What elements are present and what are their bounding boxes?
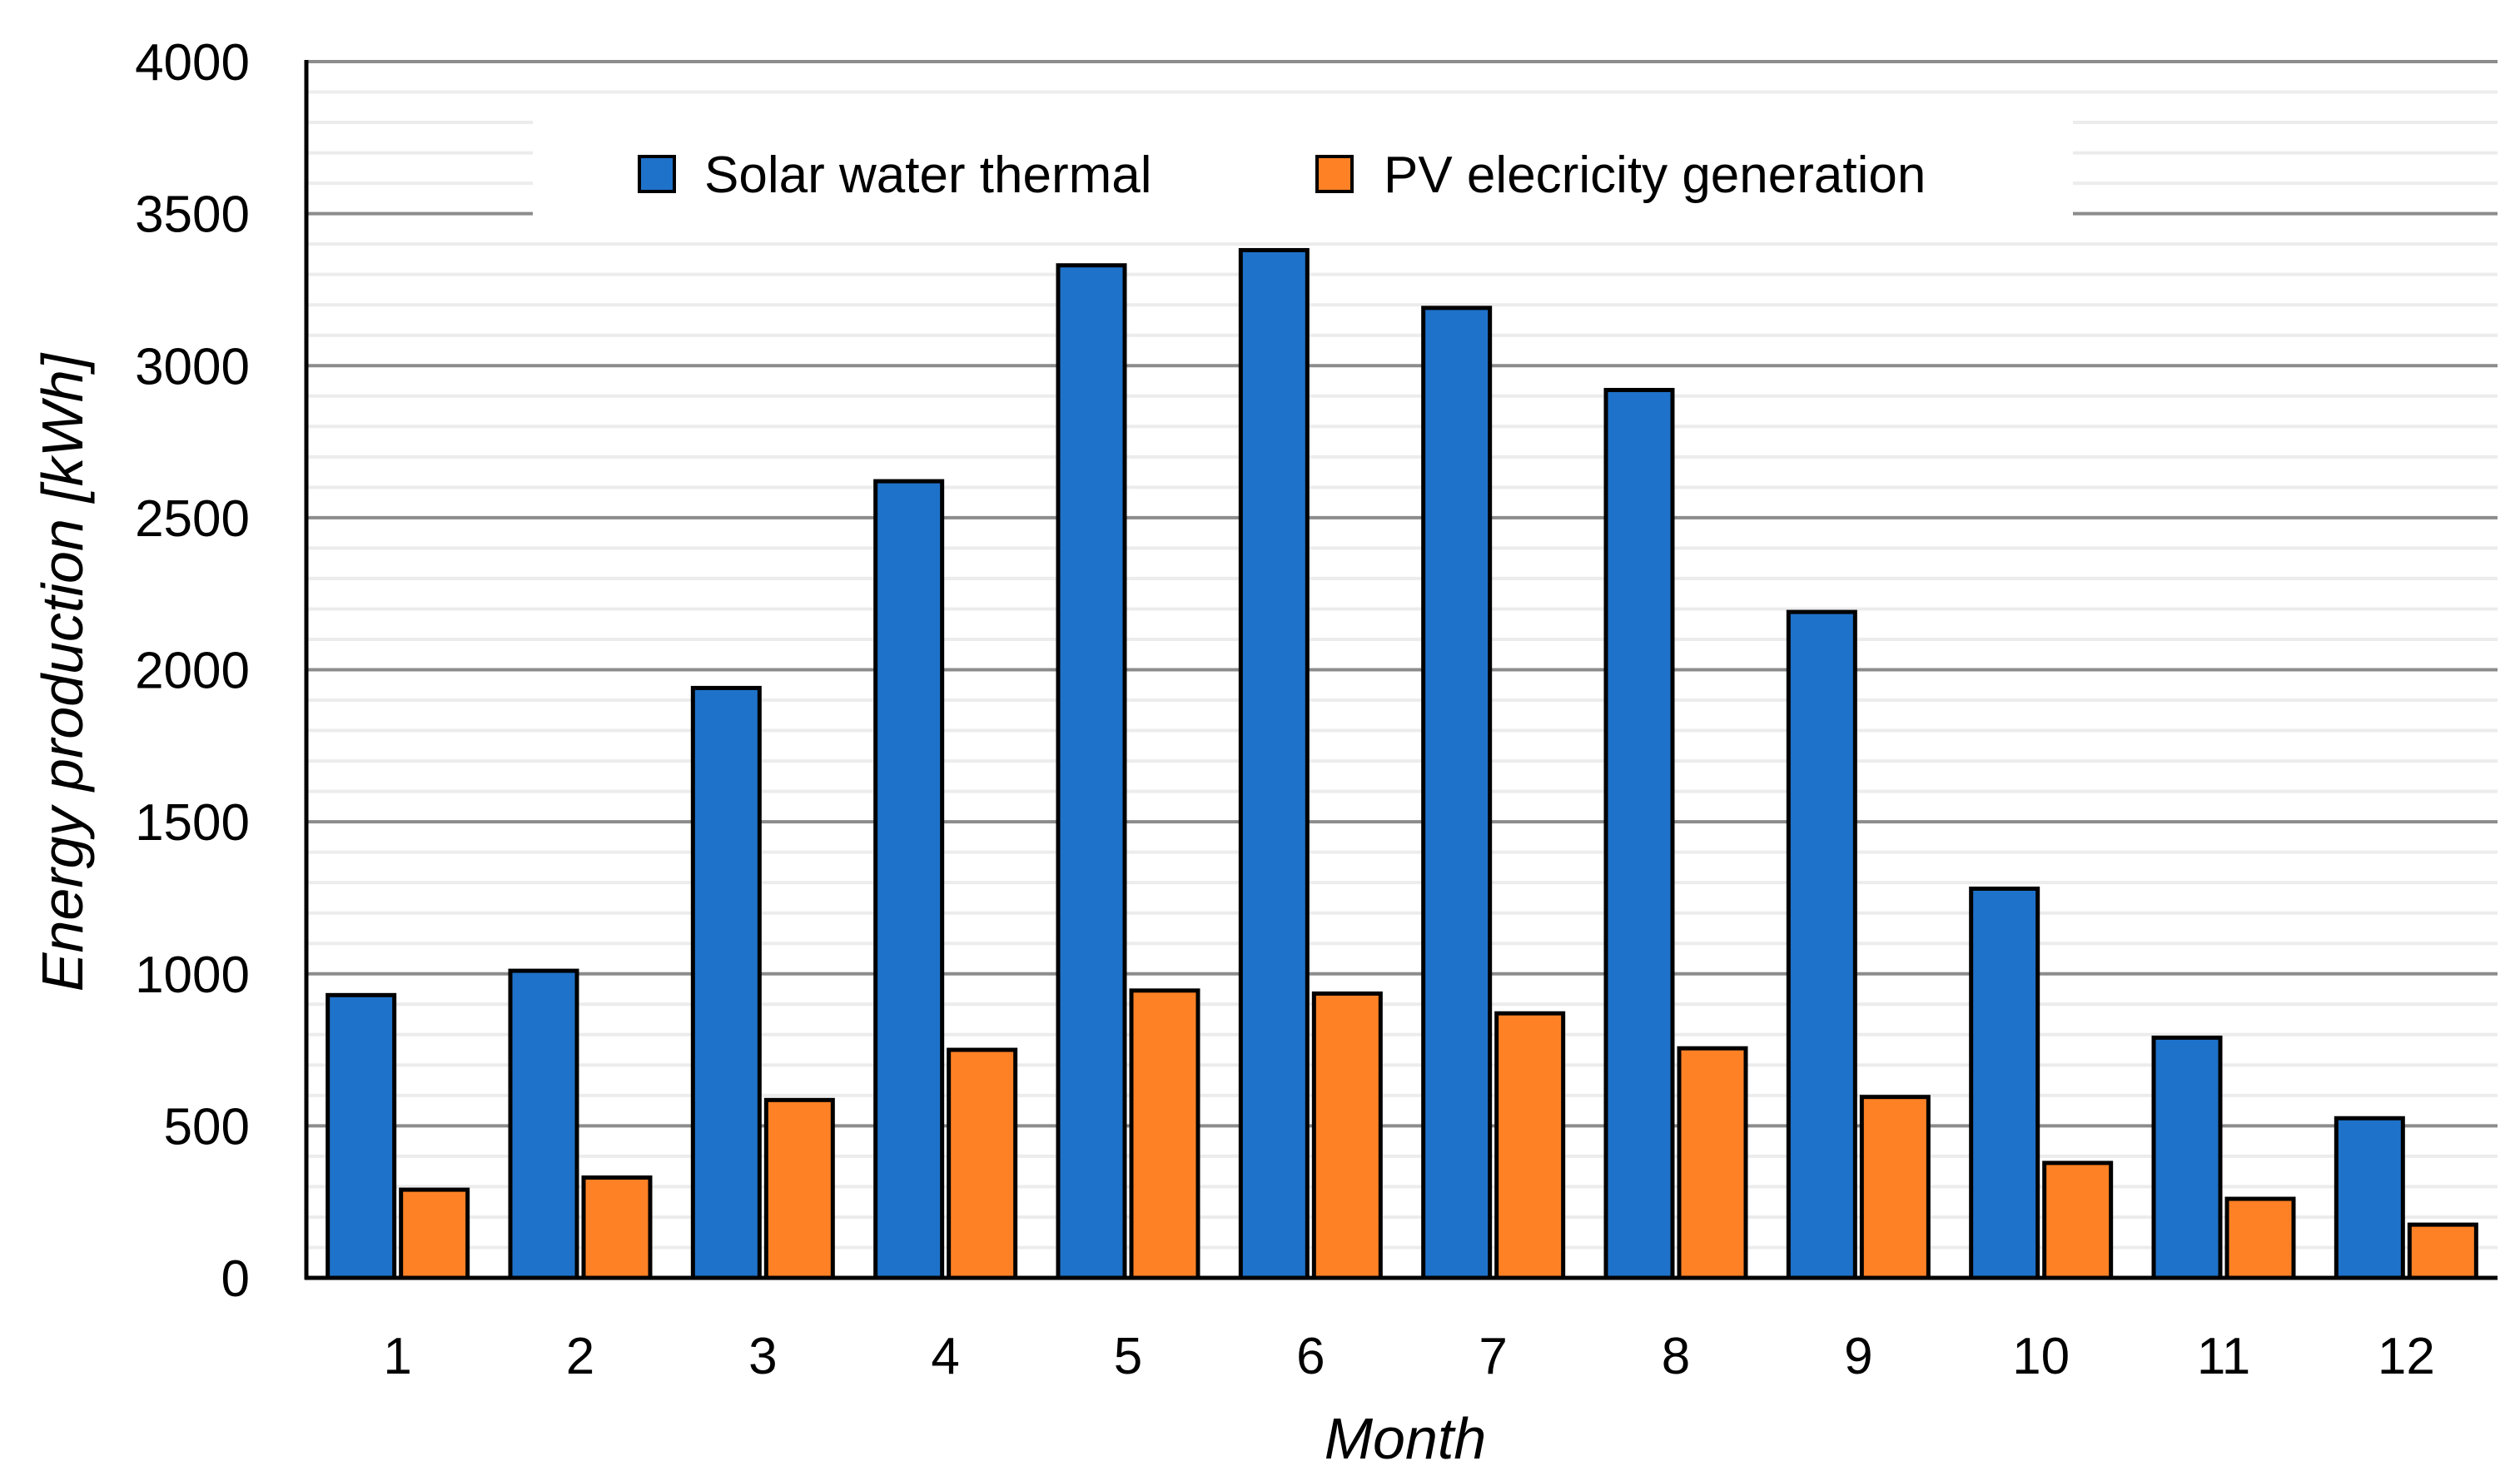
x-tick-label: 8 — [1662, 1328, 1690, 1385]
bar-series2-month-3 — [763, 1097, 835, 1280]
x-axis-title: Month — [1325, 1406, 1487, 1471]
x-tick-label: 5 — [1114, 1328, 1142, 1385]
legend-background — [533, 117, 2073, 229]
bar-series2-month-1 — [399, 1187, 470, 1280]
y-tick-label: 500 — [164, 1098, 250, 1155]
bar-series1-month-1 — [326, 992, 397, 1280]
bar-series1-month-8 — [1603, 387, 1675, 1280]
bar-series2-month-7 — [1494, 1011, 1566, 1280]
legend-label-1: Solar water thermal — [704, 147, 1152, 204]
bar-series1-month-9 — [1786, 609, 1857, 1280]
legend-label-2: PV elecricity generation — [1384, 147, 1926, 204]
x-tick-label: 9 — [1844, 1328, 1872, 1385]
minor-gridlines — [306, 90, 2498, 1250]
bar-series1-month-11 — [2151, 1035, 2223, 1280]
bar-series2-month-4 — [947, 1047, 1018, 1280]
x-tick-label: 12 — [2378, 1328, 2435, 1385]
legend: Solar water thermal PV elecricity generat… — [533, 117, 2073, 229]
x-tick-labels: 1 2 3 4 5 6 7 8 9 10 11 12 — [383, 1328, 2434, 1385]
bar-series1-month-7 — [1421, 306, 1493, 1280]
y-tick-labels: 0 500 1000 1500 2000 2500 3000 3500 4000 — [135, 34, 250, 1308]
major-gridlines — [306, 60, 2498, 1128]
bar-series1-month-2 — [508, 968, 579, 1280]
x-tick-label: 4 — [931, 1328, 959, 1385]
x-tick-label: 11 — [2197, 1328, 2250, 1385]
y-tick-label: 1500 — [135, 794, 250, 852]
y-tick-label: 3500 — [135, 186, 250, 244]
x-tick-label: 1 — [383, 1328, 411, 1385]
bar-series1-month-3 — [690, 685, 762, 1280]
y-tick-label: 1000 — [135, 947, 250, 1004]
x-tick-label: 10 — [2012, 1328, 2070, 1385]
x-tick-label: 6 — [1296, 1328, 1325, 1385]
bar-series2-month-2 — [581, 1175, 653, 1280]
bar-series2-month-11 — [2224, 1196, 2296, 1280]
bar-series1-month-4 — [873, 479, 945, 1280]
y-tick-label: 0 — [221, 1250, 250, 1308]
bar-series1-month-6 — [1238, 247, 1310, 1280]
bar-series1-month-12 — [2334, 1116, 2405, 1280]
y-tick-label: 2000 — [135, 643, 250, 700]
y-tick-label: 2500 — [135, 490, 250, 548]
bar-series2-month-10 — [2042, 1160, 2114, 1280]
bar-series2-month-9 — [1859, 1095, 1931, 1280]
x-tick-label: 3 — [748, 1328, 777, 1385]
bar-series2-month-6 — [1311, 991, 1383, 1280]
bar-series1-month-10 — [1969, 886, 2040, 1280]
legend-swatch-1 — [638, 155, 676, 193]
y-axis-title: Energy production [kWh] — [30, 352, 95, 991]
x-tick-label: 7 — [1479, 1328, 1507, 1385]
bar-series2-month-12 — [2407, 1222, 2478, 1280]
y-tick-label: 4000 — [135, 34, 250, 92]
axes — [304, 60, 2498, 1280]
bar-series2-month-8 — [1677, 1046, 1748, 1280]
bars — [326, 247, 2478, 1280]
x-tick-label: 2 — [566, 1328, 594, 1385]
bar-series1-month-5 — [1056, 263, 1127, 1280]
y-tick-label: 3000 — [135, 338, 250, 395]
legend-swatch-2 — [1315, 155, 1354, 193]
bar-series2-month-5 — [1129, 988, 1200, 1280]
